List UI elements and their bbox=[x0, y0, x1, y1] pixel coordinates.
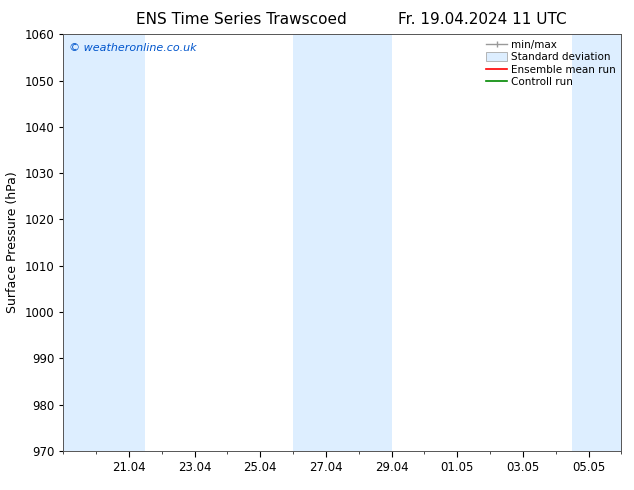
Bar bbox=[572, 34, 621, 451]
Legend: min/max, Standard deviation, Ensemble mean run, Controll run: min/max, Standard deviation, Ensemble me… bbox=[484, 37, 618, 89]
Text: © weatheronline.co.uk: © weatheronline.co.uk bbox=[69, 43, 197, 52]
Y-axis label: Surface Pressure (hPa): Surface Pressure (hPa) bbox=[6, 172, 19, 314]
Bar bbox=[293, 34, 392, 451]
Text: ENS Time Series Trawscoed: ENS Time Series Trawscoed bbox=[136, 12, 346, 27]
Text: Fr. 19.04.2024 11 UTC: Fr. 19.04.2024 11 UTC bbox=[398, 12, 566, 27]
Bar bbox=[63, 34, 145, 451]
